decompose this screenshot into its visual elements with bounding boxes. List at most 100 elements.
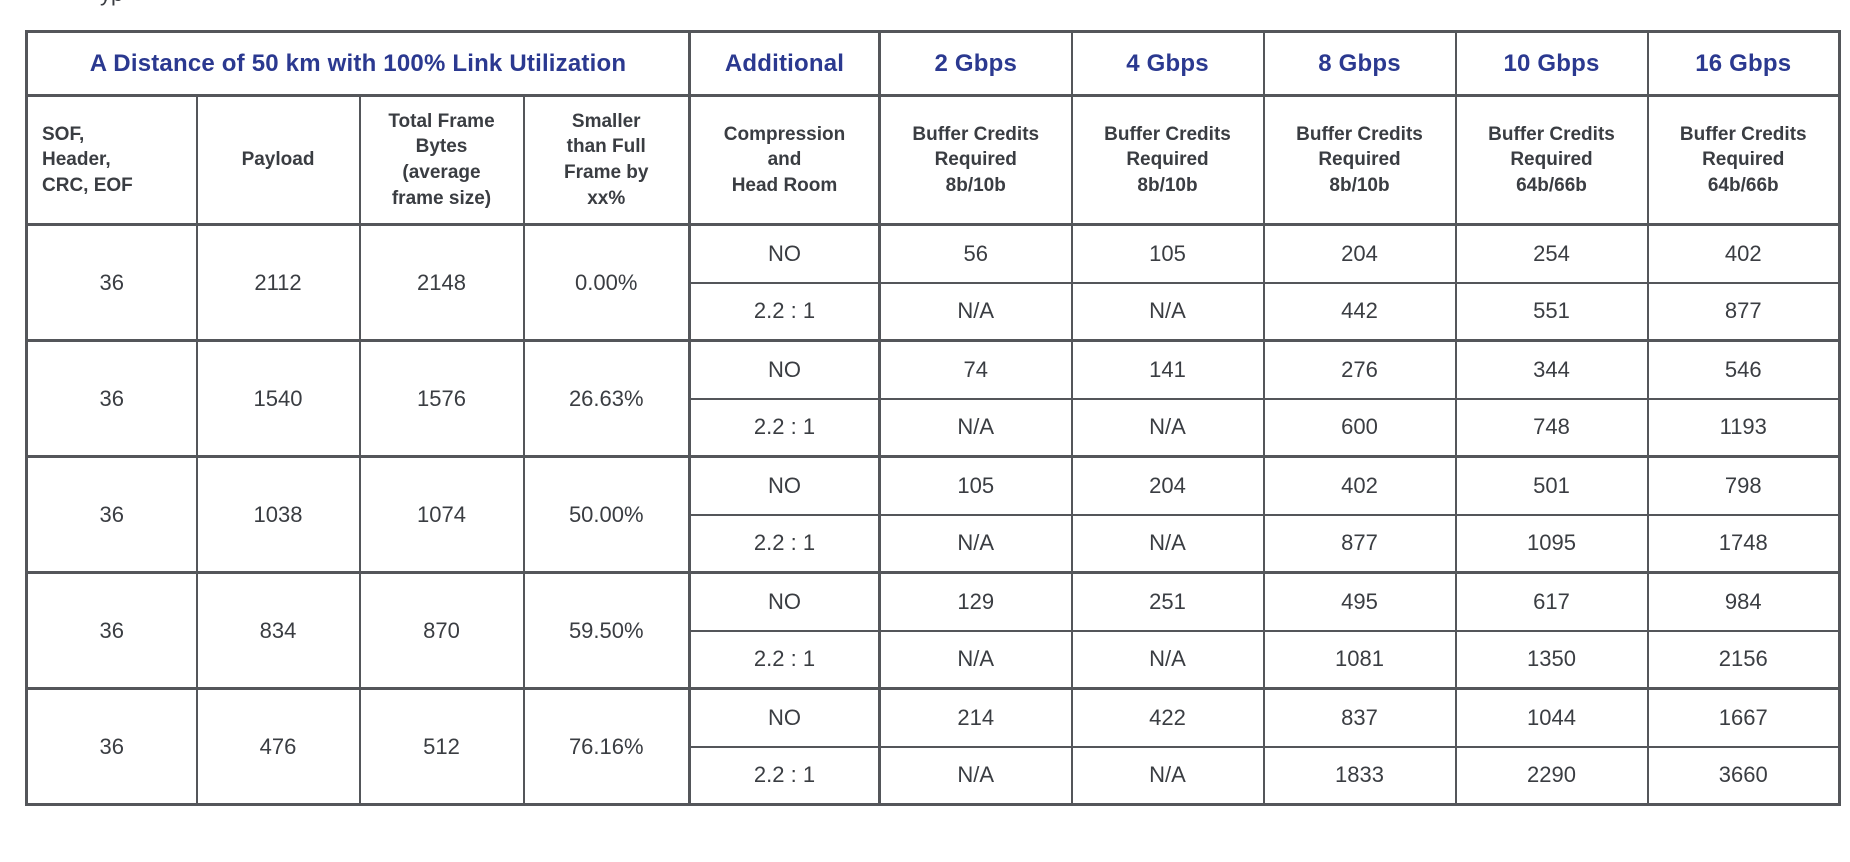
header-speed-8gbps: 8 Gbps <box>1262 30 1457 97</box>
table-container: A Distance of 50 km with 100% Link Utili… <box>25 30 1841 806</box>
table-body: 36 2112 2148 0.00% NO 56 105 204 254 402 2.2 : 1 N/… <box>25 223 1841 806</box>
cell-compression: 2.2 : 1 <box>688 281 881 342</box>
col-header-buffer-credits-2gbps: Buffer Credits Required 8b/10b <box>878 94 1073 226</box>
cell-buffer-credits-1: 105 <box>1070 223 1265 284</box>
cell-buffer-credits-3: 551 <box>1454 281 1649 342</box>
cell-smaller-by: 50.00% <box>522 455 691 574</box>
cell-compression: 2.2 : 1 <box>688 629 881 690</box>
header-speed-2gbps: 2 Gbps <box>878 30 1073 97</box>
table-row: 2.2 : 1 N/A N/A 1833 2290 3660 <box>27 745 1841 806</box>
col-header-buffer-credits-4gbps: Buffer Credits Required 8b/10b <box>1070 94 1265 226</box>
cell-buffer-credits-4: 546 <box>1646 339 1841 400</box>
cell-compression: 2.2 : 1 <box>688 513 881 574</box>
table-row: 36 2112 2148 0.00% NO 56 105 204 254 402 <box>25 223 1841 342</box>
cell-smaller-by: 26.63% <box>522 339 691 458</box>
header-speed-4gbps: 4 Gbps <box>1070 30 1265 97</box>
cell-buffer-credits-4: 402 <box>1646 223 1841 284</box>
cell-buffer-credits-0: 214 <box>878 687 1073 748</box>
table-row: 36 476 512 76.16% NO 214 422 837 1044 1667 <box>25 687 1841 806</box>
cell-compression: NO <box>688 223 881 284</box>
table-title: A Distance of 50 km with 100% Link Utili… <box>25 30 691 97</box>
cell-payload: 834 <box>195 571 361 690</box>
cell-buffer-credits-1: 141 <box>1070 339 1265 400</box>
cell-buffer-credits-0: N/A <box>878 397 1073 458</box>
cell-buffer-credits-4: 798 <box>1646 455 1841 516</box>
cell-buffer-credits-4: 1667 <box>1646 687 1841 748</box>
col-header-sof: SOF, Header, CRC, EOF <box>25 94 198 226</box>
table-row: 2.2 : 1 N/A N/A 877 1095 1748 <box>27 513 1841 574</box>
cell-buffer-credits-3: 1350 <box>1454 629 1649 690</box>
cell-buffer-credits-4: 1748 <box>1646 513 1841 574</box>
cell-buffer-credits-4: 1193 <box>1646 397 1841 458</box>
cell-total-frame-bytes: 512 <box>358 687 525 806</box>
cell-buffer-credits-2: 442 <box>1262 281 1457 342</box>
cell-buffer-credits-2: 495 <box>1262 571 1457 632</box>
col-header-buffer-credits-10gbps: Buffer Credits Required 64b/66b <box>1454 94 1649 226</box>
cell-sof: 36 <box>25 571 198 690</box>
cell-buffer-credits-3: 1095 <box>1454 513 1649 574</box>
cell-total-frame-bytes: 1576 <box>358 339 525 458</box>
cell-buffer-credits-2: 837 <box>1262 687 1457 748</box>
buffer-credits-table: A Distance of 50 km with 100% Link Utili… <box>25 30 1841 806</box>
cell-total-frame-bytes: 2148 <box>358 223 525 342</box>
cropped-text-fragment: yp <box>100 0 180 9</box>
cell-buffer-credits-0: 105 <box>878 455 1073 516</box>
cell-buffer-credits-0: N/A <box>878 629 1073 690</box>
col-header-payload: Payload <box>195 94 361 226</box>
cell-sof: 36 <box>25 455 198 574</box>
cell-buffer-credits-1: N/A <box>1070 745 1265 806</box>
table-row: 2.2 : 1 N/A N/A 442 551 877 <box>27 281 1841 342</box>
table-row: 36 834 870 59.50% NO 129 251 495 617 984 <box>25 571 1841 690</box>
cell-compression: 2.2 : 1 <box>688 745 881 806</box>
cell-smaller-by: 59.50% <box>522 571 691 690</box>
cell-buffer-credits-2: 877 <box>1262 513 1457 574</box>
cell-buffer-credits-0: 129 <box>878 571 1073 632</box>
cell-payload: 1038 <box>195 455 361 574</box>
col-header-buffer-credits-8gbps: Buffer Credits Required 8b/10b <box>1262 94 1457 226</box>
cell-buffer-credits-4: 3660 <box>1646 745 1841 806</box>
cell-total-frame-bytes: 1074 <box>358 455 525 574</box>
table-row: 36 1038 1074 50.00% NO 105 204 402 501 798 <box>25 455 1841 574</box>
cell-buffer-credits-4: 984 <box>1646 571 1841 632</box>
cell-sof: 36 <box>25 223 198 342</box>
cell-buffer-credits-1: N/A <box>1070 513 1265 574</box>
cell-payload: 476 <box>195 687 361 806</box>
cell-buffer-credits-3: 501 <box>1454 455 1649 516</box>
cell-buffer-credits-0: N/A <box>878 513 1073 574</box>
cell-buffer-credits-4: 877 <box>1646 281 1841 342</box>
cell-sof: 36 <box>25 339 198 458</box>
cell-buffer-credits-4: 2156 <box>1646 629 1841 690</box>
cell-buffer-credits-0: 56 <box>878 223 1073 284</box>
header-additional: Additional <box>688 30 881 97</box>
table-row: 2.2 : 1 N/A N/A 600 748 1193 <box>27 397 1841 458</box>
cell-total-frame-bytes: 870 <box>358 571 525 690</box>
cell-buffer-credits-3: 748 <box>1454 397 1649 458</box>
cell-compression: NO <box>688 339 881 400</box>
col-header-compression: Compression and Head Room <box>688 94 881 226</box>
cell-buffer-credits-2: 600 <box>1262 397 1457 458</box>
cell-buffer-credits-1: 204 <box>1070 455 1265 516</box>
col-header-smaller-than-full-frame: Smaller than Full Frame by xx% <box>522 94 691 226</box>
table-row: 36 1540 1576 26.63% NO 74 141 276 344 546 <box>25 339 1841 458</box>
cell-smaller-by: 76.16% <box>522 687 691 806</box>
cell-buffer-credits-1: 251 <box>1070 571 1265 632</box>
cell-compression: 2.2 : 1 <box>688 397 881 458</box>
col-header-buffer-credits-16gbps: Buffer Credits Required 64b/66b <box>1646 94 1841 226</box>
cell-smaller-by: 0.00% <box>522 223 691 342</box>
cell-compression: NO <box>688 571 881 632</box>
cell-buffer-credits-0: N/A <box>878 745 1073 806</box>
cell-buffer-credits-2: 1081 <box>1262 629 1457 690</box>
cell-payload: 1540 <box>195 339 361 458</box>
header-row-1: A Distance of 50 km with 100% Link Utili… <box>25 30 1841 97</box>
cell-buffer-credits-3: 2290 <box>1454 745 1649 806</box>
cell-buffer-credits-2: 1833 <box>1262 745 1457 806</box>
cell-buffer-credits-2: 204 <box>1262 223 1457 284</box>
cell-buffer-credits-0: 74 <box>878 339 1073 400</box>
header-speed-16gbps: 16 Gbps <box>1646 30 1841 97</box>
cell-buffer-credits-3: 254 <box>1454 223 1649 284</box>
cell-buffer-credits-2: 276 <box>1262 339 1457 400</box>
cell-buffer-credits-1: 422 <box>1070 687 1265 748</box>
cell-buffer-credits-0: N/A <box>878 281 1073 342</box>
cell-compression: NO <box>688 687 881 748</box>
table-row: 2.2 : 1 N/A N/A 1081 1350 2156 <box>27 629 1841 690</box>
